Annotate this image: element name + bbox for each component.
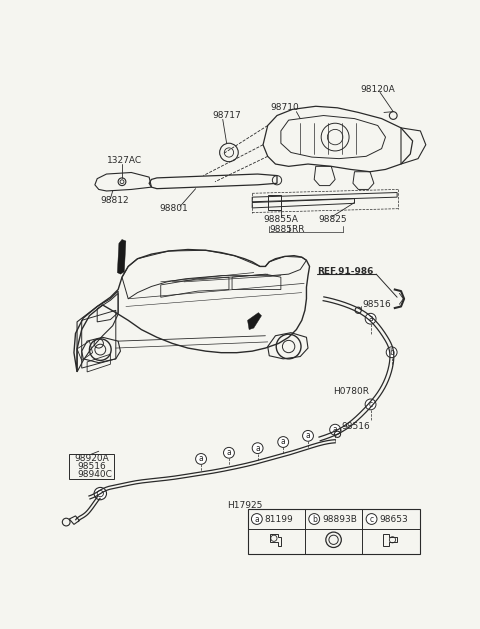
Text: b: b [389, 348, 394, 357]
Text: 98812: 98812 [100, 196, 129, 206]
Circle shape [94, 487, 107, 500]
Text: a: a [255, 443, 260, 453]
Text: REF.91-986: REF.91-986 [317, 267, 373, 276]
Circle shape [196, 454, 206, 464]
Text: 98120A: 98120A [360, 85, 396, 94]
Text: c: c [370, 515, 373, 523]
Text: 98893B: 98893B [322, 515, 357, 523]
Polygon shape [248, 313, 262, 330]
Text: 98920A: 98920A [74, 454, 108, 464]
Text: 81199: 81199 [264, 515, 293, 523]
Text: H0780R: H0780R [333, 387, 369, 396]
Text: a: a [227, 448, 231, 457]
Circle shape [365, 313, 376, 324]
Text: a: a [333, 425, 337, 434]
Bar [248, 509, 420, 554]
Text: 98717: 98717 [212, 111, 240, 120]
Circle shape [309, 514, 320, 525]
Circle shape [278, 437, 288, 447]
Text: 98710: 98710 [271, 103, 300, 113]
Text: 98516: 98516 [77, 462, 106, 471]
Circle shape [366, 514, 377, 525]
Bar [69, 454, 114, 479]
Circle shape [365, 399, 376, 410]
Text: H17925: H17925 [227, 501, 262, 509]
Text: a: a [199, 454, 204, 464]
Text: 98653: 98653 [379, 515, 408, 523]
Circle shape [302, 430, 313, 441]
Circle shape [252, 514, 262, 525]
Text: a: a [281, 438, 286, 447]
Circle shape [252, 443, 263, 454]
Circle shape [330, 425, 340, 435]
Text: 98855A: 98855A [264, 215, 299, 224]
Text: 98801: 98801 [159, 204, 188, 213]
Circle shape [224, 447, 234, 458]
Text: a: a [306, 431, 311, 440]
Text: 98516: 98516 [341, 422, 370, 431]
Text: a: a [368, 314, 373, 323]
Text: 9885RR: 9885RR [269, 225, 305, 234]
Text: c: c [369, 400, 372, 409]
Text: 98940C: 98940C [77, 470, 112, 479]
Text: 98516: 98516 [362, 299, 391, 309]
Text: b: b [312, 515, 317, 523]
Text: 98825: 98825 [318, 215, 347, 224]
Text: 1327AC: 1327AC [107, 156, 142, 165]
Circle shape [386, 347, 397, 358]
Polygon shape [117, 240, 126, 274]
Text: a: a [254, 515, 259, 523]
